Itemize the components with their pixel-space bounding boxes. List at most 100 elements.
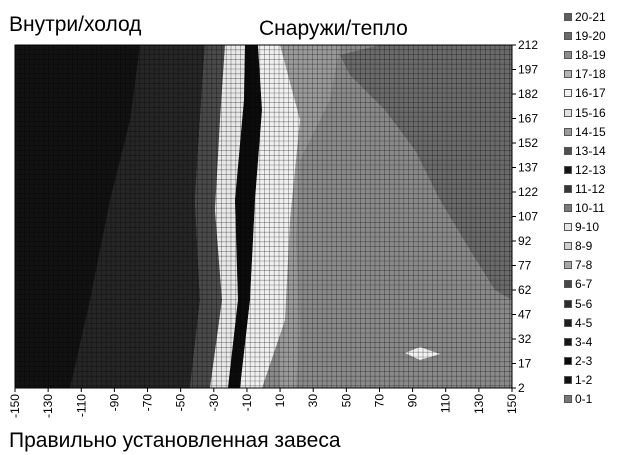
legend-swatch [564,318,572,327]
contour-regions [15,45,512,388]
y-tick-label: 212 [518,38,538,52]
legend-swatch [564,280,572,289]
legend-item: 3-4 [564,335,592,349]
legend-label: 10-11 [575,201,605,215]
legend-swatch [564,146,572,155]
legend-swatch [564,70,572,79]
x-axis-ticks: -150 -130 -110 -90 -70 -50 -30 -10 10 30 50 70 90 110… [8,388,519,418]
left-zone-title: Внутри/холод [9,13,142,36]
x-tick-label: -130 [41,394,55,418]
legend-swatch [564,127,572,136]
x-tick-label: -150 [8,394,22,418]
legend-swatch [564,337,572,346]
legend-item: 4-5 [564,316,592,330]
legend-label: 17-18 [575,67,606,82]
y-tick-label: 107 [518,210,538,224]
legend-label: 14-15 [575,124,606,139]
transition-band-black [228,45,262,388]
legend-item: 1-2 [564,373,592,387]
legend-swatch [564,184,572,193]
warm-dark-patch [340,45,512,300]
legend-label: 3-4 [575,334,593,349]
legend-label: 4-5 [575,315,593,330]
x-tick-label: -110 [74,394,88,417]
x-tick-label: 30 [306,394,320,408]
legend-label: 0-1 [575,392,593,406]
legend-item: 0-1 [564,392,592,406]
legend-swatch [564,375,572,384]
legend-item: 17-18 [564,67,606,81]
x-tick-label: -90 [107,394,121,412]
chart-caption: Правильно установленная завеса [9,429,341,452]
legend-label: 5-6 [575,296,593,311]
legend-item: 11-12 [564,182,605,196]
y-tick-label: 122 [518,185,538,199]
legend-swatch [564,89,572,98]
legend-label: 9-10 [575,220,600,235]
legend-label: 16-17 [575,86,606,101]
legend-item: 13-14 [564,144,606,158]
legend-item: 14-15 [564,125,606,139]
legend-swatch [564,32,572,41]
legend-item: 7-8 [564,258,592,272]
small-light-spot [405,347,440,360]
legend-label: 18-19 [575,48,606,63]
y-tick-label: 152 [518,136,538,150]
y-tick-label: 77 [518,259,532,273]
legend-label: 8-9 [575,239,593,254]
transition-band-dark [190,45,225,388]
legend-label: 20-21 [575,10,606,24]
y-tick-label: 2 [518,381,525,395]
legend-item: 12-13 [564,163,606,177]
legend-swatch [564,204,572,212]
y-tick-label: 17 [518,357,532,371]
legend-swatch [564,261,572,270]
y-tick-label: 47 [518,308,532,322]
legend-item: 5-6 [564,297,592,311]
y-tick-label: 62 [518,283,532,297]
x-tick-label: 130 [472,394,486,414]
legend-label: 7-8 [575,258,593,273]
legend-label: 19-20 [575,29,606,44]
x-tick-label: 50 [339,394,353,408]
legend-label: 11-12 [575,181,605,196]
y-tick-label: 32 [518,332,532,346]
right-zone-title: Снаружи/тепло [259,17,408,40]
y-axis-ticks: 212 197 182 167 152 137 122 107 92 77 62 47 32 17 2 [512,38,538,395]
legend-item: 8-9 [564,239,592,253]
x-tick-label: 110 [439,394,453,413]
legend-label: 1-2 [575,372,593,387]
legend-item: 18-19 [564,48,606,62]
x-tick-label: -50 [174,394,188,412]
legend-swatch [564,395,572,403]
legend-item: 2-3 [564,354,592,368]
grid-lines [14,44,513,389]
x-tick-label: 90 [406,394,420,408]
cold-core-region [15,45,140,388]
x-tick-label: 70 [372,394,386,408]
legend-item: 10-11 [564,201,605,215]
x-tick-label: 10 [273,394,287,408]
legend-label: 12-13 [575,162,606,177]
x-tick-label: 150 [505,394,519,414]
legend-label: 13-14 [575,143,606,158]
x-tick-label: -70 [141,394,155,412]
legend-swatch [564,356,572,365]
x-tick-label: -10 [240,394,254,412]
y-tick-label: 182 [518,87,538,101]
x-tick-label: -30 [207,394,221,412]
legend-item: 20-21 [564,10,606,24]
legend-swatch [564,242,572,251]
transition-band-white [210,45,245,388]
legend-swatch [564,223,572,232]
legend-swatch [564,108,572,117]
legend-item: 6-7 [564,277,592,291]
legend-item: 9-10 [564,220,599,234]
legend-swatch [564,165,572,174]
y-tick-label: 197 [518,63,538,77]
legend-item: 16-17 [564,86,606,100]
legend-item: 15-16 [564,106,606,120]
legend-swatch [564,299,572,308]
legend-swatch [564,51,572,60]
